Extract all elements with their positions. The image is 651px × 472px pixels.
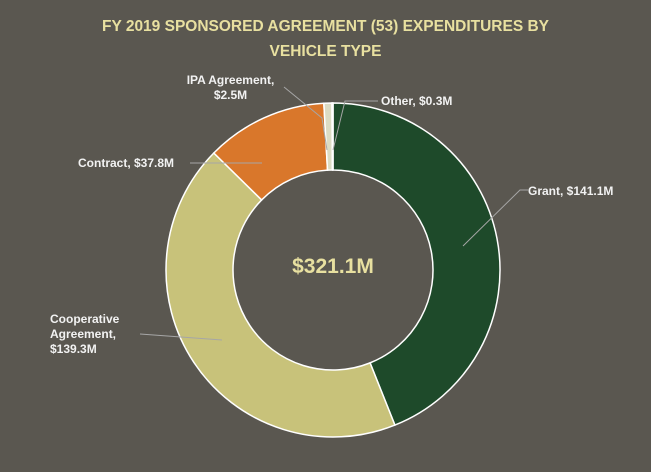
data-label: IPA Agreement, $2.5M: [186, 73, 275, 102]
data-label: Cooperative Agreement, $139.3M: [50, 312, 120, 356]
chart-title: FY 2019 SPONSORED AGREEMENT (53) EXPENDI…: [0, 14, 651, 64]
center-total: $321.1M: [292, 255, 374, 278]
donut-slice: [331, 102, 334, 171]
data-label: Contract, $37.8M: [78, 156, 175, 170]
leader-line: [332, 100, 378, 151]
donut-slice: [332, 102, 501, 427]
title-text: FY 2019 SPONSORED AGREEMENT (53) EXPENDI…: [101, 18, 550, 60]
leader-line: [283, 86, 328, 151]
donut: [165, 102, 501, 438]
leader-line: [139, 333, 223, 341]
data-label: Other, $0.3M: [381, 94, 453, 108]
leader-line: [462, 189, 528, 247]
data-label: Grant, $141.1M: [528, 184, 614, 198]
donut-slice: [165, 151, 396, 438]
